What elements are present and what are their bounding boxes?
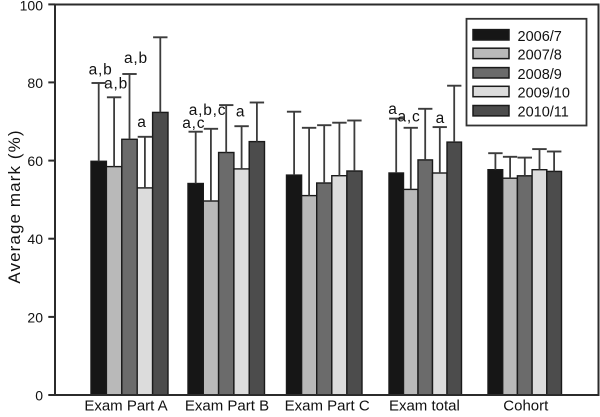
- svg-text:0: 0: [35, 387, 43, 403]
- svg-text:Cohort: Cohort: [503, 398, 549, 413]
- svg-text:2008/9: 2008/9: [518, 67, 562, 83]
- svg-text:2010/11: 2010/11: [518, 105, 569, 121]
- svg-text:2009/10: 2009/10: [518, 86, 570, 102]
- svg-text:100: 100: [20, 0, 44, 13]
- svg-text:a,b,c: a,b,c: [189, 102, 227, 119]
- svg-text:a,b: a,b: [124, 50, 148, 67]
- svg-text:a,c: a,c: [182, 115, 205, 132]
- svg-text:a: a: [137, 114, 146, 131]
- svg-text:Exam Part B: Exam Part B: [185, 398, 269, 413]
- svg-text:a: a: [388, 101, 397, 118]
- svg-text:a,b: a,b: [89, 62, 113, 79]
- svg-text:80: 80: [27, 75, 43, 91]
- svg-text:60: 60: [27, 153, 43, 169]
- svg-text:Exam Part C: Exam Part C: [285, 398, 370, 413]
- svg-text:Average mark (%): Average mark (%): [5, 129, 24, 283]
- svg-text:2007/8: 2007/8: [518, 47, 562, 63]
- svg-text:40: 40: [27, 231, 43, 247]
- svg-text:a: a: [236, 104, 245, 121]
- svg-text:Exam Part A: Exam Part A: [84, 398, 167, 413]
- svg-text:20: 20: [27, 309, 43, 325]
- svg-text:Exam total: Exam total: [389, 398, 460, 413]
- svg-text:a: a: [436, 110, 445, 127]
- svg-text:a,b: a,b: [104, 76, 128, 93]
- svg-text:a,c: a,c: [397, 109, 420, 126]
- svg-text:2006/7: 2006/7: [518, 29, 562, 45]
